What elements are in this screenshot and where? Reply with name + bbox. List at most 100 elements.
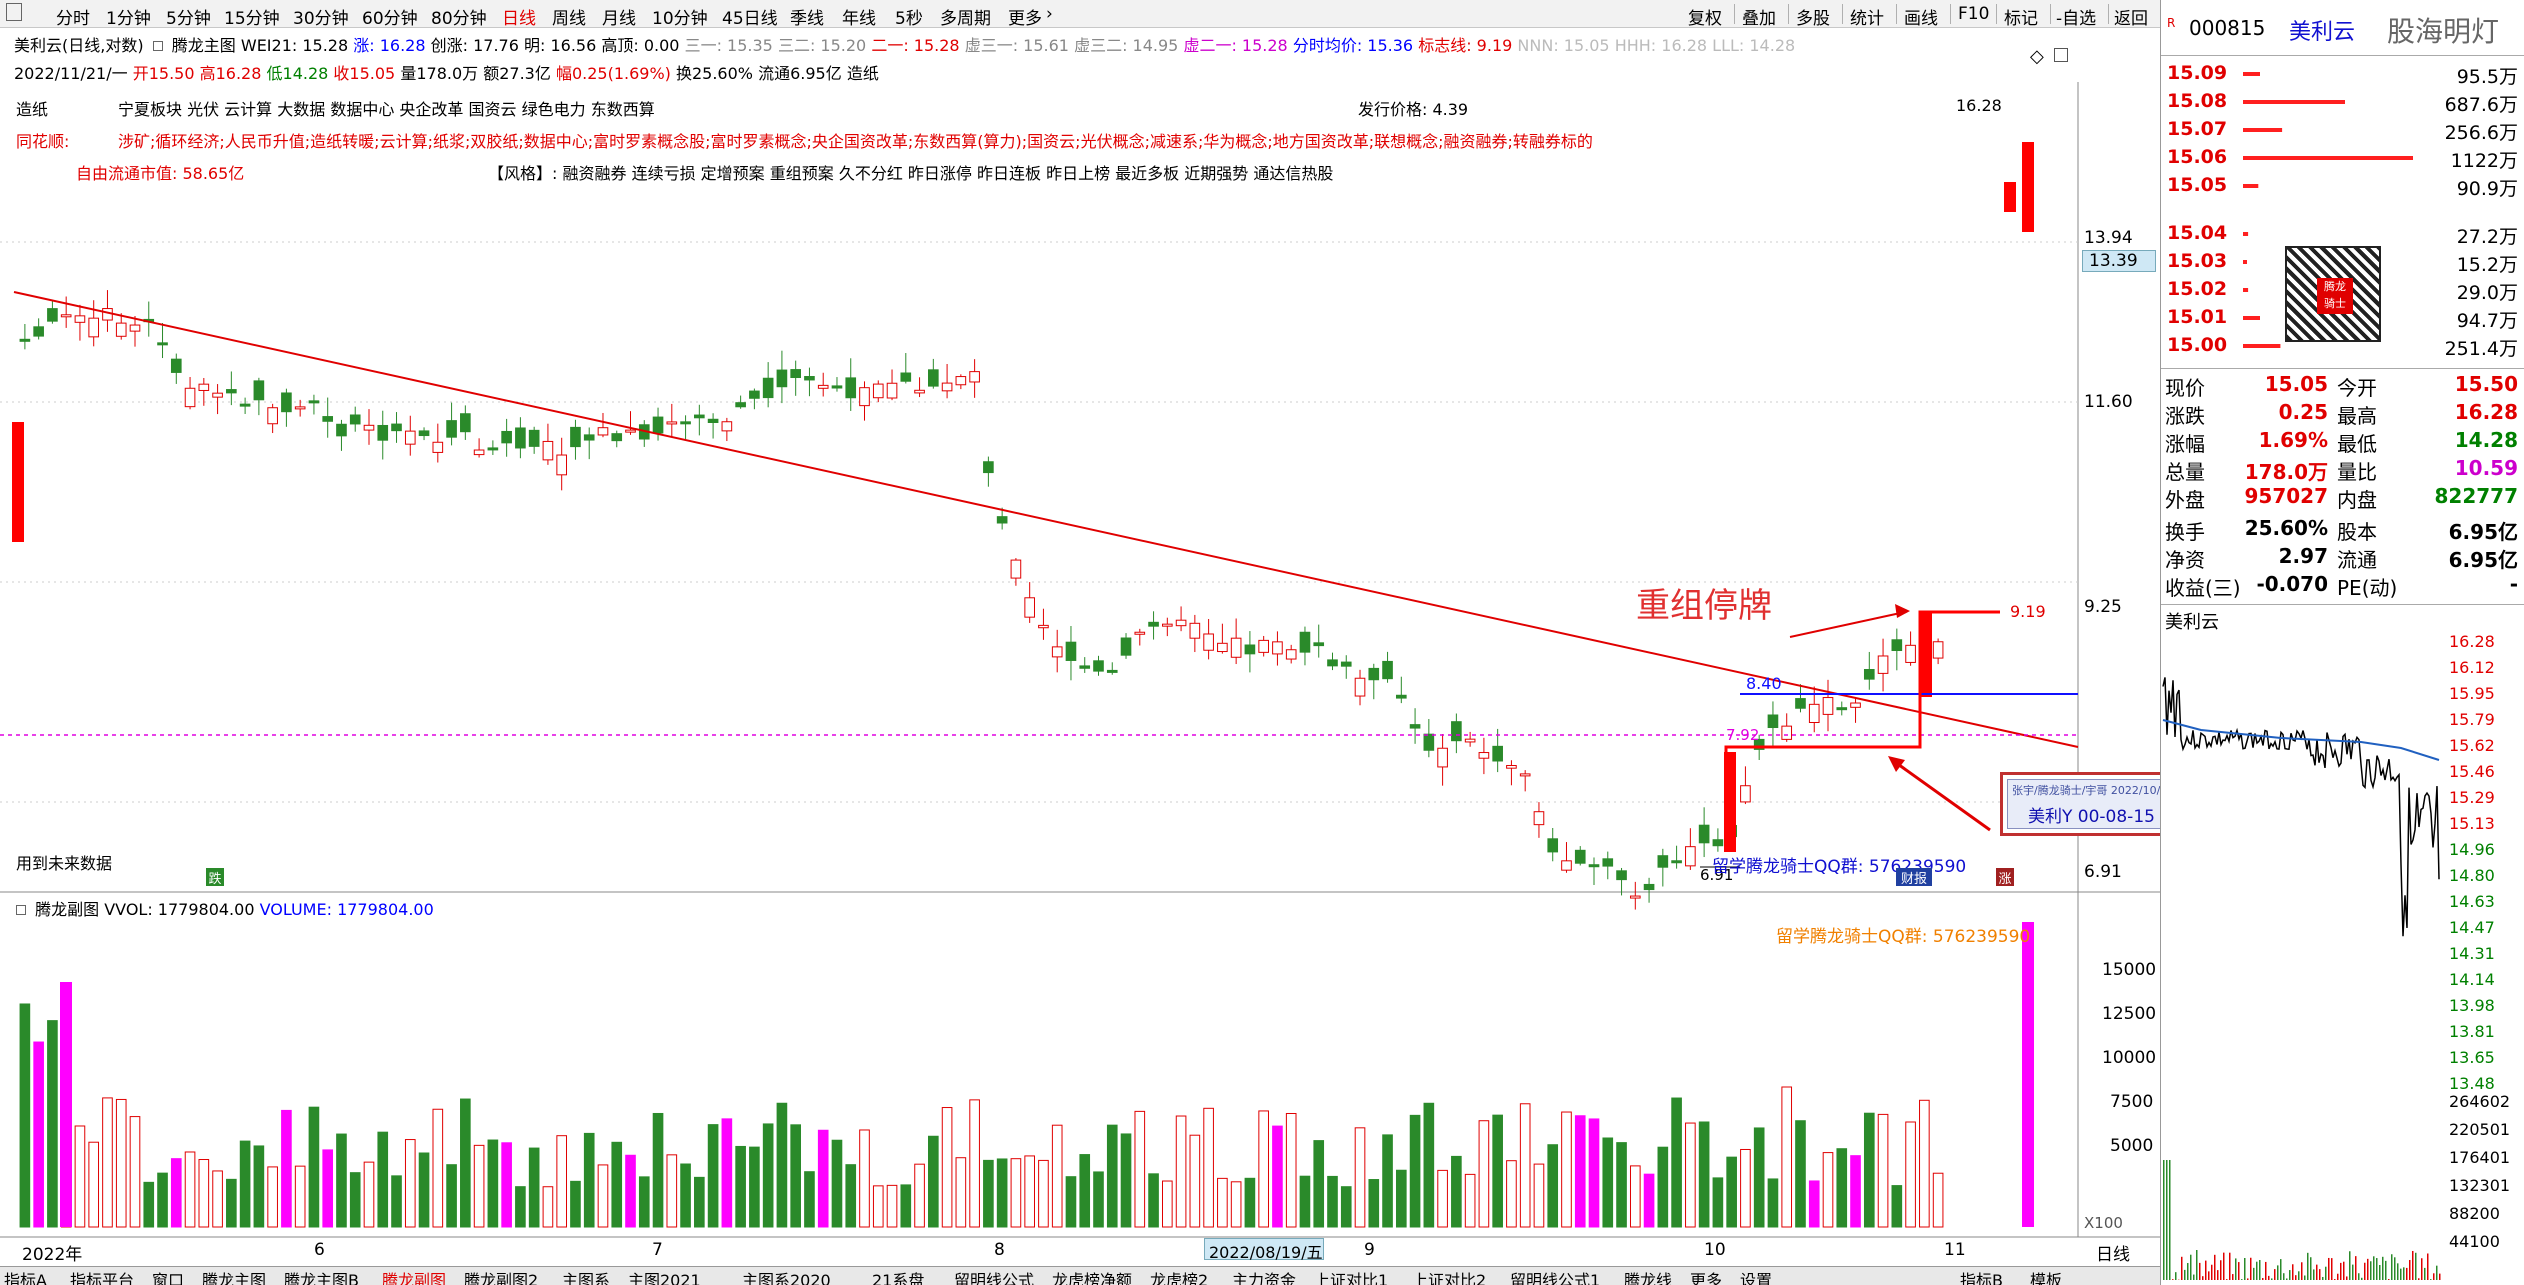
tab-year[interactable]: 年线 [842,9,876,29]
mini-y-tick: 14.80 [2449,866,2495,885]
btn-mark[interactable]: 标记 [2004,9,2038,29]
volume-panel-header: 腾龙副图 VVOL: 1779804.00 VOLUME: 1779804.00 [16,896,434,920]
indicator-tab[interactable]: 模板 [2030,1271,2063,1285]
indicator-tab[interactable]: 龙虎榜净额 [1052,1271,1133,1285]
book-price[interactable]: 15.04 [2167,222,2228,244]
indicator-name[interactable]: 腾龙主图 [171,36,236,54]
volume-bar [983,1159,994,1228]
volume-indicator-name[interactable]: 腾龙副图 [35,900,100,919]
candle-body [1272,641,1283,655]
indicator-tab[interactable]: 留明线公式 [954,1271,1035,1285]
indicator-tab[interactable]: 主力资金 [1232,1271,1297,1285]
tab-10min[interactable]: 10分钟 [652,9,708,29]
tab-month[interactable]: 月线 [602,9,636,29]
tab-80min[interactable]: 80分钟 [431,9,487,29]
candle-body [1891,639,1903,652]
indicator-tab[interactable]: 21系盘 [872,1271,925,1285]
qr-code-icon: 腾龙 骑士 [2285,246,2381,342]
indicator-tab[interactable]: 腾龙主图 [202,1271,267,1285]
candle-body [1244,644,1256,655]
stat-cell: 25.60% [2244,516,2328,540]
indicator-tab[interactable]: 指标平台 [70,1271,135,1285]
indicator-tab[interactable]: 上证对比2 [1412,1271,1487,1285]
intraday-volume-bar [2286,1278,2288,1280]
candle-body [1657,855,1669,868]
btn-f10[interactable]: F10 [1958,4,1990,24]
x-date-cursor: 2022/08/19/五 [1204,1238,1324,1262]
tab-week[interactable]: 周线 [552,9,586,29]
book-price[interactable]: 15.06 [2167,146,2228,168]
btn-overlay[interactable]: 叠加 [1742,9,1776,29]
candle-body [19,338,31,342]
badge-fall[interactable]: 跌 [206,868,224,887]
btn-stats[interactable]: 统计 [1850,9,1884,29]
book-price[interactable]: 15.07 [2167,118,2228,140]
indicator-tab[interactable]: 留明线公式1 [1510,1271,1601,1285]
badge-rise[interactable]: 涨 [1996,868,2014,887]
btn-back[interactable]: 返回 [2114,9,2148,29]
tab-multi-period[interactable]: 多周期 [940,9,991,29]
volume-bar [817,1129,829,1228]
tab-5sec[interactable]: 5秒 [895,9,923,29]
indicator-tab[interactable]: 腾龙主图B [284,1271,359,1285]
tab-30min[interactable]: 30分钟 [293,9,349,29]
book-price[interactable]: 15.08 [2167,90,2228,112]
tab-day[interactable]: 日线 [502,9,536,29]
tab-1min[interactable]: 1分钟 [106,9,151,29]
indicator-tab[interactable]: 设置 [1740,1271,1773,1285]
volume-bar [1478,1120,1490,1228]
indicator-tab[interactable]: 窗口 [152,1271,185,1285]
tab-45day[interactable]: 45日线 [722,9,778,29]
badge-earnings[interactable]: 财报 [1896,868,1932,887]
book-price[interactable]: 15.05 [2167,174,2228,196]
intraday-volume-bar [2370,1261,2372,1280]
settings-icon[interactable] [16,905,26,915]
mini-y-tick: 15.46 [2449,762,2495,781]
btn-fuquan[interactable]: 复权 [1688,9,1722,29]
intraday-mini-chart[interactable] [2161,630,2524,1285]
btn-draw-line[interactable]: 画线 [1904,9,1938,29]
tab-season[interactable]: 季线 [790,9,824,29]
maximize-icon[interactable] [2054,48,2068,62]
indicator-tab[interactable]: 腾龙副图 [382,1271,447,1285]
btn-remove-watchlist[interactable]: -自选 [2056,9,2097,29]
btn-multi-stock[interactable]: 多股 [1796,9,1830,29]
day-period-tab[interactable]: 日线 [2096,1245,2130,1265]
indicator-tab[interactable]: 上证对比1 [1314,1271,1389,1285]
indicator-tab[interactable]: 指标A [4,1271,47,1285]
tab-60min[interactable]: 60分钟 [362,9,418,29]
tab-5min[interactable]: 5分钟 [166,9,211,29]
diamond-icon[interactable]: ◇ [2030,46,2044,67]
indicator-tab[interactable]: 龙虎榜2 [1150,1271,1209,1285]
indicator-tab[interactable]: 指标B [1960,1271,2003,1285]
intraday-volume-bar [2400,1268,2402,1280]
book-price[interactable]: 15.09 [2167,62,2228,84]
tab-15min[interactable]: 15分钟 [224,9,280,29]
tab-more[interactable]: 更多 [1008,9,1042,29]
book-price[interactable]: 15.02 [2167,278,2228,300]
indicator-tab[interactable]: 主图2021 [628,1271,701,1285]
indicator-tab[interactable]: 腾龙副图2 [464,1271,539,1285]
layout-icon[interactable] [6,3,22,21]
indicator-tab[interactable]: 主图系 [562,1271,611,1285]
chevron-right-icon[interactable]: › [1046,4,1053,24]
volume-bar [528,1147,540,1228]
volume-bar [941,1107,953,1228]
settings-icon[interactable] [152,41,163,51]
book-price[interactable]: 15.01 [2167,306,2228,328]
intraday-volume-bar [2361,1277,2363,1280]
header-value: 额27.3亿 [483,64,556,83]
chart-area[interactable] [0,82,2160,1266]
indicator-tab[interactable]: 更多 [1690,1271,1723,1285]
trend-line[interactable] [13,291,2079,748]
book-price[interactable]: 15.03 [2167,250,2228,272]
stat-cell: - [2509,572,2518,596]
indicator-tab[interactable]: 主图系2020 [742,1271,831,1285]
book-price[interactable]: 15.00 [2167,334,2228,356]
candle-body [762,377,774,399]
tab-fenshi[interactable]: 分时 [56,9,90,29]
volume-bar [1395,1169,1407,1228]
candle-body [1106,669,1118,673]
intraday-volume-bar [2226,1279,2228,1280]
indicator-tab[interactable]: 腾龙线 [1624,1271,1673,1285]
